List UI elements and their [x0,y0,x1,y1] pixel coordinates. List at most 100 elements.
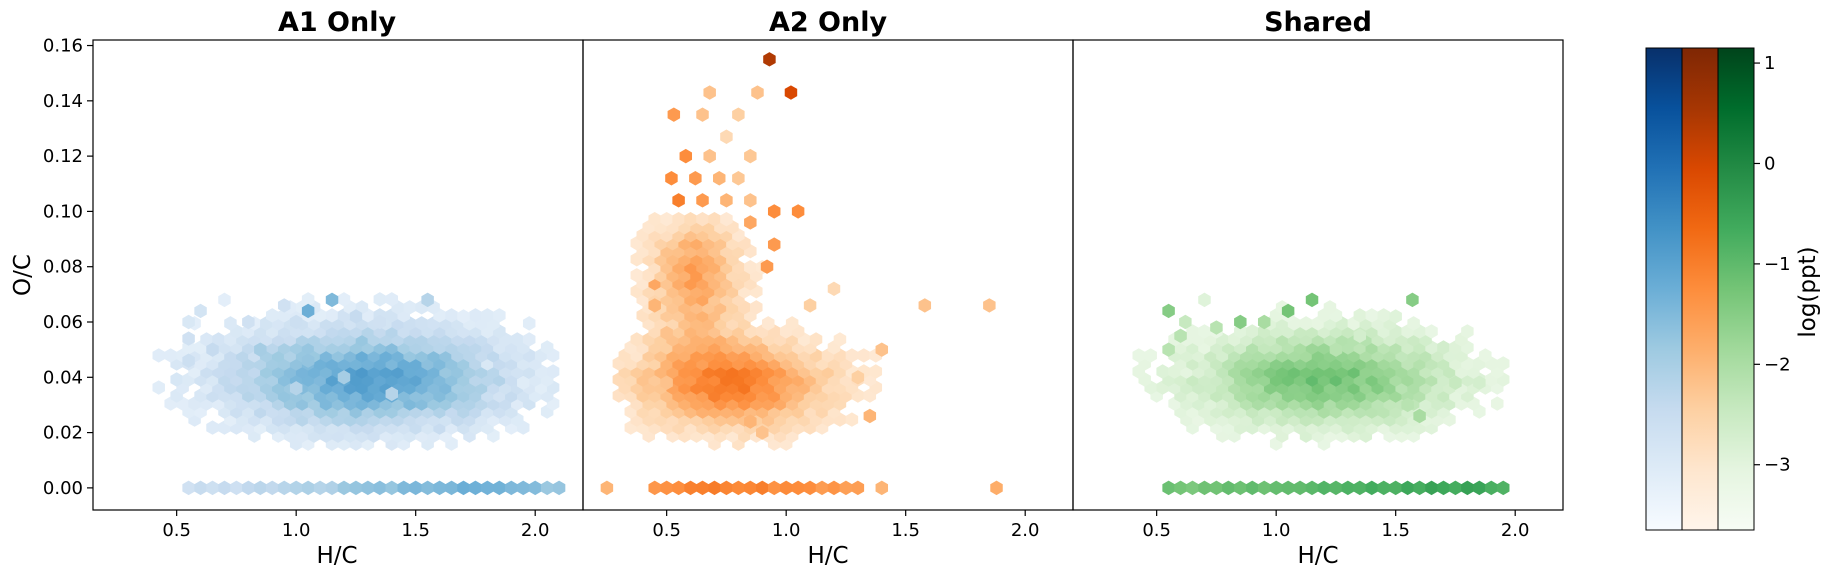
panel-title: A2 Only [769,7,888,38]
x-axis-label: H/C [807,543,848,569]
hexbin-cell [1162,480,1175,496]
x-axis-label: H/C [1297,543,1338,569]
hexbin-cell [313,480,327,496]
y-tick-label: 0.04 [43,367,83,388]
hexbin-cell [713,171,726,186]
hexbin-cell [720,211,733,227]
hexbin-cell [1473,480,1486,496]
hexbin-cell [301,353,315,368]
hexbin-cell [206,342,219,357]
hexbin-cell [791,204,805,219]
hexbin-cell [337,292,351,307]
panel-shared: Shared 0.5 1.0 1.5 2.0 H/C [1072,7,1564,569]
hexbin-cell [744,148,757,164]
x-tick-label: 1.5 [401,520,430,541]
hexbin-layer [152,292,566,496]
hexbin-cell [1407,316,1420,331]
hexbin-cell [337,480,351,496]
hexbin-cell [1377,480,1390,496]
hexbin-cell [200,332,213,347]
y-tick-label: 0.10 [43,201,83,222]
hexbin-cell [660,325,673,341]
hexbin-cell [325,292,339,308]
hexbin-cell [763,52,776,67]
hexbin-cell [522,332,536,347]
hexbin-cell [1491,396,1504,411]
hexbin-cell [1305,480,1319,496]
hexbin-cell [152,348,165,363]
hexbin-cell [224,316,237,331]
hexbin-cell [421,292,434,308]
hexbin-cell [1234,480,1247,496]
hexbin-cell [756,480,769,496]
colorbar-tick-label: 1 [1764,53,1775,74]
hexbin-cell [815,480,829,496]
hexbin-cell [1413,480,1426,496]
hexbin-cell [373,292,387,307]
colorbar-tick-label: −2 [1764,354,1791,375]
hexbin-cell [732,480,745,496]
hexbin-cell [242,480,255,496]
hexbin-cell [337,370,351,385]
hexbin-cell [445,480,458,496]
hexbin-cell [1406,292,1419,308]
hexbin-cell [1323,300,1337,315]
y-tick-label: 0.02 [43,423,83,444]
hexbin-cell [540,340,554,355]
hexbin-cell [301,480,315,496]
hexbin-cell [301,292,315,307]
hexbin-cell [1162,342,1175,357]
y-tick-label: 0.06 [43,312,83,333]
hexbin-cell [1389,480,1402,496]
hexbin-cell [779,480,793,496]
hexbin-cell [1234,324,1247,339]
hexbin-cell [481,308,494,323]
hexbin-cell [1198,292,1211,308]
hexbin-cell [1479,348,1492,363]
hexbin-cell [1401,480,1414,496]
hexbin-cell [696,211,709,227]
hexbin-cell [696,107,709,122]
hexbin-cell [1246,480,1259,496]
hexbin-cell [679,148,693,164]
hexbin-cell [1329,480,1343,496]
hexbin-cell [421,480,434,496]
colorbar-label: log(ppt) [1795,246,1821,337]
hexbin-cell [1329,342,1343,357]
colorbar-tick-label: 0 [1764,153,1775,174]
hexbin-cell [1156,364,1169,379]
hexbin-cell [1186,324,1199,339]
colorbar-blues [1646,48,1682,530]
hexbin-cell [756,425,769,440]
hexbin-cell [1401,397,1414,413]
hexbin-cell [732,171,745,186]
colorbar-oranges [1682,48,1718,530]
hexbin-cell [869,364,883,379]
hexbin-cell [648,211,661,227]
hexbin-cell [254,342,267,357]
y-axis-ticks: 0.00 0.02 0.04 0.06 0.08 0.10 0.12 0.14 0.16 [43,36,93,499]
x-tick-label: 1.0 [282,520,311,541]
hexbin-cell [540,480,554,496]
hexbin-cell [182,353,195,368]
hexbin-layer [1132,292,1510,496]
hexbin-cell [289,314,303,330]
hexbin-cell [182,480,195,496]
hexbin-cell [1365,480,1379,496]
hexbin-cell [1449,375,1462,391]
hexbin-cell [744,480,757,496]
hexbin-cell [152,380,165,395]
hexbin-cell [696,480,709,496]
hexbin-cell [990,480,1003,496]
hexbin-cell [785,316,799,331]
hexbin-cell [325,480,339,496]
hexbin-cell [277,298,291,313]
hexbin-cell [397,480,410,496]
hexbin-cell [672,193,685,208]
hexbin-cell [684,211,697,227]
hexbin-cell [182,331,195,346]
hexbin-cell [301,303,315,319]
hexbin-cell [1353,308,1367,323]
hexbin-cell [851,480,865,496]
hexbin-cell [1497,356,1510,371]
